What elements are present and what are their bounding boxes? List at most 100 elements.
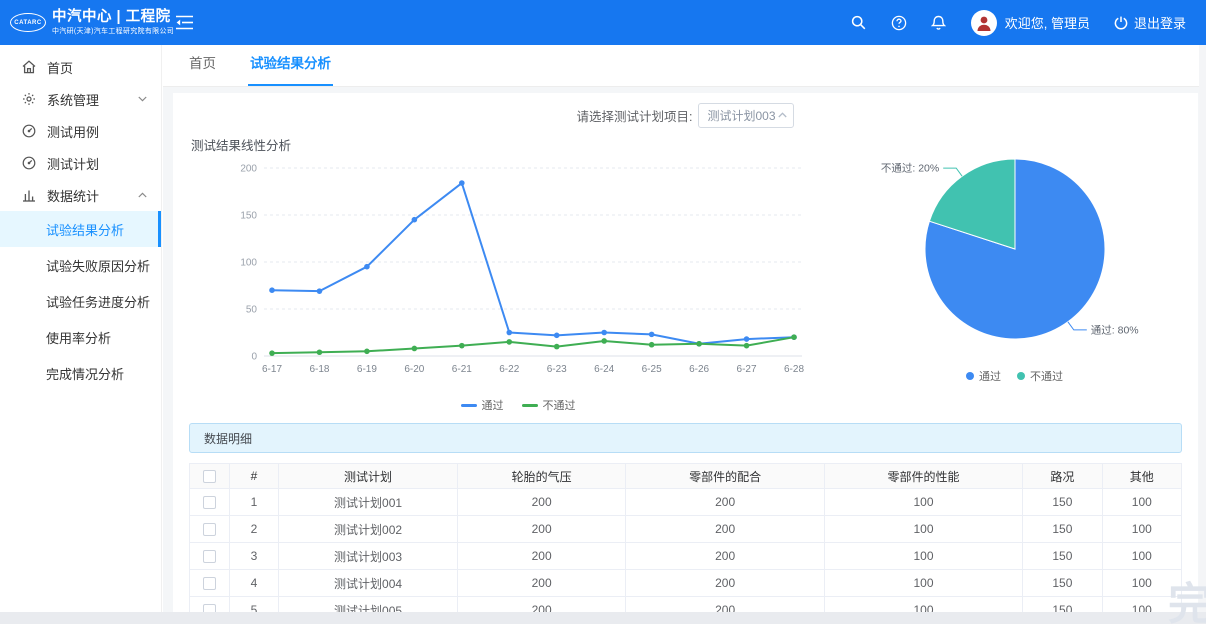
chevron-up-icon <box>778 112 788 118</box>
table-row: 1 测试计划001 200 200 100 150 100 <box>189 488 1183 516</box>
table-cell: 150 <box>1022 542 1103 570</box>
legend-label: 不通过 <box>1030 371 1063 383</box>
table-row: 5 测试计划005 200 200 100 150 100 <box>189 596 1183 612</box>
table-row: 2 测试计划002 200 200 100 150 100 <box>189 515 1183 543</box>
svg-text:6-18: 6-18 <box>309 364 329 375</box>
legend-label: 通过 <box>481 400 504 412</box>
legend-label: 通过 <box>979 371 1001 383</box>
sidebar-item-2[interactable]: 系统管理 <box>0 83 161 115</box>
svg-text:0: 0 <box>251 352 257 363</box>
table-cell: 5 <box>228 596 280 612</box>
sidebar-subitem[interactable]: 试验结果分析 <box>0 211 161 247</box>
column-header: 零部件的配合 <box>625 463 825 489</box>
table-cell: 测试计划002 <box>278 515 458 543</box>
table-cell: 150 <box>1022 515 1103 543</box>
sidebar-item-label: 测试计划 <box>47 156 100 172</box>
sidebar-subitem[interactable]: 试验失败原因分析 <box>46 258 151 274</box>
line-chart-title: 测试结果线性分析 <box>191 139 292 153</box>
svg-text:6-17: 6-17 <box>262 364 282 375</box>
select-all-checkbox[interactable] <box>202 470 216 484</box>
column-header: 路况 <box>1022 463 1103 489</box>
line-chart[interactable]: 0 50 100 150 200 6-17 6-18 6-19 6-20 6-21 6-22 6-23… <box>189 154 847 390</box>
plan-select-value: 测试计划003 <box>707 108 776 123</box>
table-cell: 200 <box>625 596 825 612</box>
pie-chart-block: 通过: 80% 不通过: 20% 通过 不通过 <box>847 133 1182 384</box>
menu-fold-icon[interactable] <box>176 15 193 30</box>
row-checkbox[interactable] <box>202 496 216 510</box>
table-cell: 150 <box>1022 596 1103 612</box>
scrollbar-track[interactable] <box>1199 45 1206 612</box>
notification-bell-icon[interactable] <box>931 15 947 31</box>
gear-icon <box>22 92 37 107</box>
logout-button[interactable]: 退出登录 <box>1114 13 1186 32</box>
sidebar-item-1[interactable]: 首页 <box>0 51 161 83</box>
table-cell: 200 <box>456 488 627 516</box>
legend-label: 不通过 <box>542 400 576 412</box>
sidebar-subitem[interactable]: 试验任务进度分析 <box>46 294 151 310</box>
row-checkbox[interactable] <box>202 523 216 537</box>
svg-text:6-20: 6-20 <box>404 364 424 375</box>
table-row: 3 测试计划003 200 200 100 150 100 <box>189 542 1183 570</box>
sidebar-item-4[interactable]: 测试计划 <box>0 147 161 179</box>
row-checkbox[interactable] <box>202 550 216 564</box>
svg-text:6-27: 6-27 <box>737 364 757 375</box>
table-cell: 测试计划003 <box>278 542 458 570</box>
table-cell: 3 <box>228 542 280 570</box>
table-cell: 200 <box>625 542 825 570</box>
logout-label: 退出登录 <box>1133 16 1186 31</box>
svg-text:6-25: 6-25 <box>642 364 662 375</box>
plan-select-label: 请选择测试计划项目: <box>576 109 693 124</box>
table-cell: 200 <box>456 596 627 612</box>
table-cell: 测试计划001 <box>278 488 458 516</box>
legend-swatch <box>1017 372 1025 380</box>
gauge-icon <box>22 156 37 171</box>
bar-chart-icon <box>22 188 37 203</box>
legend-swatch <box>966 372 974 380</box>
row-checkbox[interactable] <box>202 604 216 612</box>
pie-chart[interactable]: 通过: 80% 不通过: 20% <box>847 141 1182 363</box>
table-cell: 测试计划004 <box>278 569 458 597</box>
sidebar-subitem[interactable]: 使用率分析 <box>46 330 112 346</box>
svg-text:6-26: 6-26 <box>689 364 709 375</box>
table-cell: 100 <box>823 542 1024 570</box>
tab-1[interactable]: 首页 <box>189 56 216 71</box>
welcome-text: 欢迎您, 管理员 <box>1004 16 1090 31</box>
sidebar-item-5[interactable]: 数据统计 <box>0 179 161 211</box>
sidebar: 首页 系统管理 测试用例测试计划数据统计试验结果分析试验失败原因分析 试验任务进度分析… <box>0 45 162 612</box>
row-checkbox[interactable] <box>202 577 216 591</box>
user-chip[interactable]: 欢迎您, 管理员 <box>970 9 1090 36</box>
sidebar-item-label: 数据统计 <box>47 188 100 204</box>
chevron-up-icon <box>138 192 147 198</box>
legend-item[interactable]: 不通过 <box>521 397 576 413</box>
power-icon <box>1114 16 1128 29</box>
svg-text:150: 150 <box>240 211 257 222</box>
column-header: 零部件的性能 <box>823 463 1024 489</box>
legend-item[interactable]: 不通过 <box>1017 368 1063 384</box>
svg-text:6-28: 6-28 <box>784 364 804 375</box>
table-cell: 200 <box>456 569 627 597</box>
avatar <box>970 9 997 36</box>
legend-item[interactable]: 通过 <box>966 368 1001 384</box>
catarc-logo-icon: CATARC <box>10 13 46 32</box>
table-cell: 100 <box>823 515 1024 543</box>
table-cell: 200 <box>625 488 825 516</box>
search-icon[interactable] <box>851 15 867 31</box>
home-icon <box>22 60 37 75</box>
tab-2[interactable]: 试验结果分析 <box>248 52 333 86</box>
legend-swatch <box>521 403 538 407</box>
svg-text:50: 50 <box>246 305 258 316</box>
content-card: 请选择测试计划项目: 测试计划003 测试结果线性分析 0 50 100 150 200… <box>173 93 1198 612</box>
svg-text:6-23: 6-23 <box>547 364 567 375</box>
table-cell: 150 <box>1022 569 1103 597</box>
table-cell: 测试计划005 <box>278 596 458 612</box>
plan-select[interactable]: 测试计划003 <box>698 102 795 128</box>
line-chart-legend: 通过 不通过 <box>189 397 847 413</box>
table-row: 4 测试计划004 200 200 100 150 100 <box>189 569 1183 597</box>
tab-bar: 首页 试验结果分析 <box>163 45 1206 87</box>
sidebar-item-3[interactable]: 测试用例 <box>0 115 161 147</box>
sidebar-subitem[interactable]: 完成情况分析 <box>46 366 125 382</box>
legend-item[interactable]: 通过 <box>460 397 504 413</box>
help-icon[interactable] <box>891 15 907 31</box>
svg-text:6-24: 6-24 <box>594 364 614 375</box>
